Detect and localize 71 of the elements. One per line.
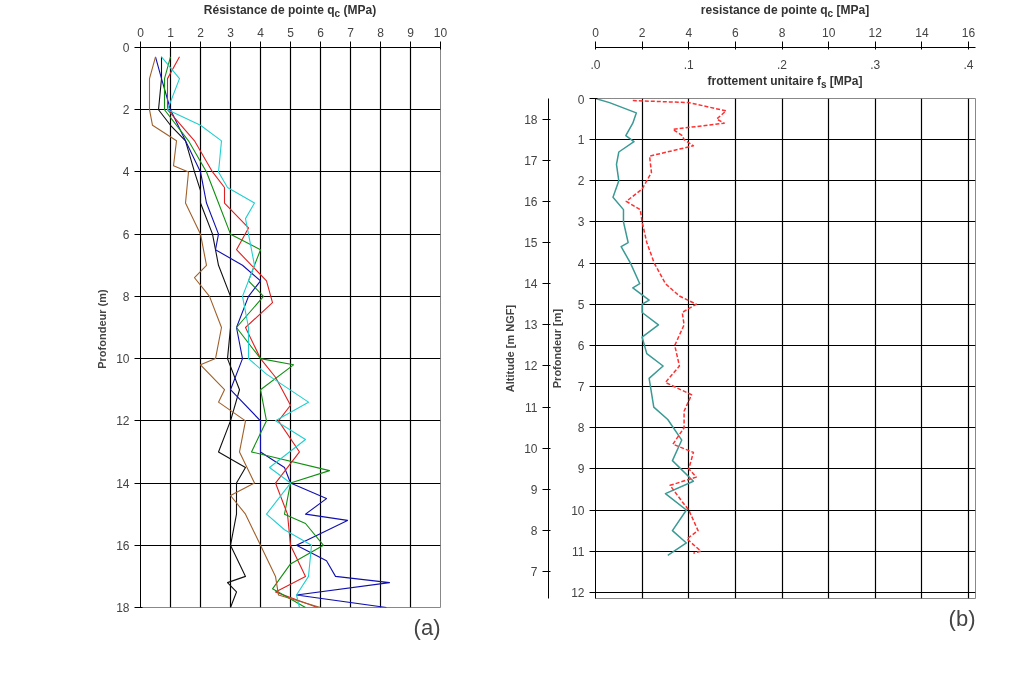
y-tick-label: 14 xyxy=(116,476,130,491)
x-tick-label: 5 xyxy=(287,25,295,40)
line-series xyxy=(154,55,391,608)
y2-tick-label: 7 xyxy=(530,565,538,580)
x-tick-label: 14 xyxy=(915,25,929,40)
x-tick-label: 16 xyxy=(961,25,976,40)
x-tick-label: 7 xyxy=(347,25,355,40)
y2-tick-label: 16 xyxy=(524,195,538,210)
y-tick-label: 10 xyxy=(571,503,585,518)
x-tick-label: 6 xyxy=(317,25,325,40)
y-tick-label: 1 xyxy=(577,133,585,148)
y2-tick-label: 13 xyxy=(524,318,538,333)
y-axis-title: Profondeur (m) xyxy=(96,288,109,369)
y-tick-label: 16 xyxy=(116,538,130,553)
y-tick-label: 6 xyxy=(122,227,130,242)
x2-axis-title: frottement unitaire f$_{s}$ [MPa] xyxy=(707,72,863,93)
x-tick-label: 4 xyxy=(257,25,265,40)
y2-tick-label: 17 xyxy=(524,154,538,169)
x-tick-label: 1 xyxy=(167,25,175,40)
x-tick-label: 9 xyxy=(407,25,415,40)
y-tick-label: 2 xyxy=(122,102,130,117)
y-tick-label: 3 xyxy=(577,215,585,230)
y2-tick-label: 11 xyxy=(525,400,538,415)
y-tick-label: 8 xyxy=(577,421,585,436)
y2-tick-label: 15 xyxy=(524,236,538,251)
y2-tick-label: 10 xyxy=(524,442,538,457)
y-tick-label: 4 xyxy=(577,256,585,271)
x-tick-label: 10 xyxy=(821,25,836,40)
y-tick-label: 12 xyxy=(116,414,130,429)
line-series xyxy=(595,98,695,557)
x-tick-label: 8 xyxy=(377,25,385,40)
y-tick-label: 11 xyxy=(572,545,585,560)
x-tick-label: 10 xyxy=(433,25,448,40)
y2-tick-label: 18 xyxy=(524,112,538,127)
x2-tick-label: .1 xyxy=(683,57,695,72)
x-tick-label: 0 xyxy=(137,25,145,40)
y2-tick-label: 8 xyxy=(530,524,538,539)
y-tick-label: 9 xyxy=(577,462,585,477)
x-tick-label: 3 xyxy=(227,25,235,40)
x2-tick-label: .3 xyxy=(870,57,881,72)
x-tick-label: 0 xyxy=(592,25,600,40)
text: (a) xyxy=(413,614,441,640)
y-tick-label: 7 xyxy=(577,380,585,395)
y-tick-label: 6 xyxy=(577,339,585,354)
y2-tick-label: 14 xyxy=(524,277,538,292)
x-tick-label: 12 xyxy=(868,25,883,40)
x-tick-label: 2 xyxy=(197,25,205,40)
y-tick-label: 8 xyxy=(122,289,130,304)
x-tick-label: 2 xyxy=(638,25,646,40)
x-tick-label: 6 xyxy=(732,25,740,40)
x-axis-title: Résistance de pointe q$_{c}$ (MPa) xyxy=(203,2,377,22)
y-tick-label: 2 xyxy=(577,174,585,189)
y-tick-label: 18 xyxy=(116,600,130,615)
y-axis-title: Profondeur [m] xyxy=(551,308,564,389)
y2-axis-title: Altitude [m NGF] xyxy=(504,304,517,393)
y-tick-label: 0 xyxy=(122,40,130,55)
x2-tick-label: .0 xyxy=(590,57,601,72)
line-series xyxy=(157,55,247,608)
y-tick-label: 0 xyxy=(577,92,585,107)
x-tick-label: 4 xyxy=(685,25,693,40)
x-tick-label: 8 xyxy=(778,25,786,40)
y-tick-label: 5 xyxy=(577,298,585,313)
x-axis-title: resistance de pointe q$_{c}$ [MPa] xyxy=(700,2,870,22)
x2-tick-label: .4 xyxy=(963,57,974,72)
y2-tick-label: 9 xyxy=(530,483,538,498)
text: (b) xyxy=(948,605,976,631)
y-tick-label: 12 xyxy=(571,586,585,601)
y-tick-label: 10 xyxy=(116,351,130,366)
y2-tick-label: 12 xyxy=(524,359,538,374)
x2-tick-label: .2 xyxy=(777,57,788,72)
y-tick-label: 4 xyxy=(122,165,130,180)
